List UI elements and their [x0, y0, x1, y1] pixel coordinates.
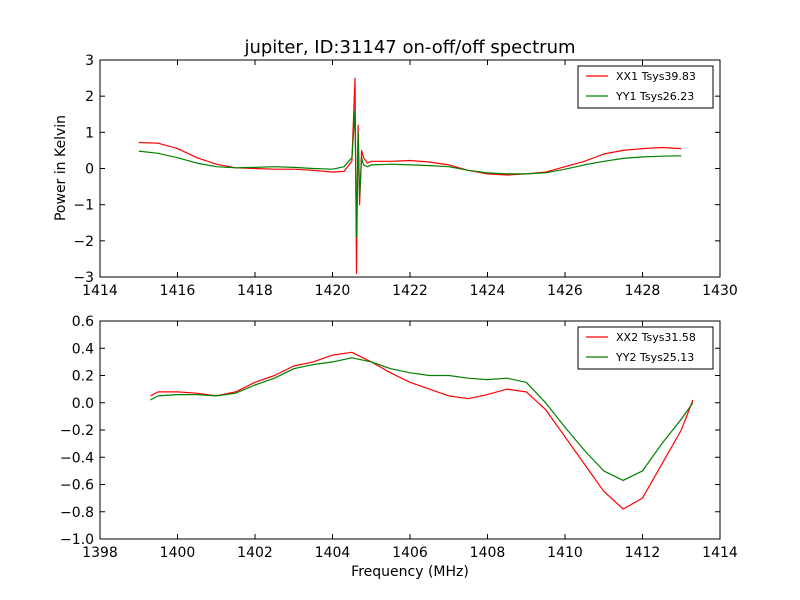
top-x-tick-label: 1420	[315, 283, 351, 299]
bottom-series-line-1	[150, 357, 694, 481]
bottom-y-tick-label: −1.0	[60, 532, 94, 548]
top-y-axis-label: Power in Kelvin	[53, 115, 69, 221]
bottom-series-line-0	[150, 351, 694, 510]
top-series-lines	[138, 77, 682, 274]
top-chart-title: jupiter, ID:31147 on-off/off spectrum	[243, 37, 575, 58]
bottom-x-tick-label: 1400	[160, 545, 196, 561]
top-series-line-0	[138, 77, 682, 274]
top-x-tick-label: 1418	[237, 283, 273, 299]
top-legend-label-xx1: XX1 Tsys39.83	[616, 70, 696, 83]
bottom-y-tick-label: 0.4	[72, 341, 94, 357]
top-y-tick-label: −3	[73, 270, 94, 286]
top-x-tick-label: 1414	[82, 283, 118, 299]
bottom-series-lines	[150, 351, 694, 510]
top-series-line-1	[138, 109, 682, 238]
bottom-x-tick-label: 1410	[547, 545, 583, 561]
bottom-x-tick-label: 1398	[82, 545, 118, 561]
bottom-y-tick-label: −0.2	[60, 423, 94, 439]
bottom-y-tick-label: −0.8	[60, 505, 94, 521]
top-y-tick-label: 3	[85, 53, 94, 69]
bottom-y-tick-label: 0.0	[72, 396, 94, 412]
bottom-y-tick-label: −0.4	[60, 450, 94, 466]
bottom-x-tick-label: 1412	[625, 545, 661, 561]
top-y-tick-label: 0	[85, 162, 94, 178]
top-x-tick-label: 1428	[625, 283, 661, 299]
bottom-legend-label-yy2: YY2 Tsys25.13	[615, 351, 694, 364]
bottom-x-tick-label: 1406	[392, 545, 428, 561]
top-y-tick-label: 2	[85, 89, 94, 105]
bottom-x-tick-label: 1404	[315, 545, 351, 561]
top-legend: XX1 Tsys39.83 YY1 Tsys26.23	[577, 65, 714, 109]
top-y-tick-label: 1	[85, 125, 94, 141]
bottom-axis-ticks: 1398 1400 1402 1404 1406 1408 1410 1412 1414 −1.0…	[60, 314, 738, 561]
top-x-tick-label: 1422	[392, 283, 428, 299]
top-plot-panel: jupiter, ID:31147 on-off/off spectrum Po…	[53, 37, 738, 299]
top-y-tick-label: −2	[73, 234, 94, 250]
bottom-x-tick-label: 1414	[702, 545, 738, 561]
top-x-tick-label: 1424	[470, 283, 506, 299]
bottom-y-tick-label: 0.2	[72, 369, 94, 385]
bottom-legend: XX2 Tsys31.58 YY2 Tsys25.13	[577, 326, 714, 370]
bottom-legend-label-xx2: XX2 Tsys31.58	[616, 331, 696, 344]
top-axis-ticks: 1414 1416 1418 1420 1422 1424 1426 1428 1430 −3 −2…	[73, 53, 737, 299]
top-legend-box	[577, 65, 714, 109]
bottom-x-axis-label: Frequency (MHz)	[351, 564, 469, 580]
top-legend-label-yy1: YY1 Tsys26.23	[615, 90, 694, 103]
bottom-x-tick-label: 1402	[237, 545, 273, 561]
top-x-tick-label: 1426	[547, 283, 583, 299]
top-y-tick-label: −1	[73, 198, 94, 214]
bottom-y-tick-label: −0.6	[60, 478, 94, 494]
bottom-legend-box	[577, 326, 714, 370]
top-x-tick-label: 1430	[702, 283, 738, 299]
top-x-tick-label: 1416	[160, 283, 196, 299]
bottom-plot-panel: Frequency (MHz) 1398 1400 1402 1404 1406 1408…	[60, 314, 738, 580]
bottom-y-tick-label: 0.6	[72, 314, 94, 330]
bottom-x-tick-label: 1408	[470, 545, 506, 561]
